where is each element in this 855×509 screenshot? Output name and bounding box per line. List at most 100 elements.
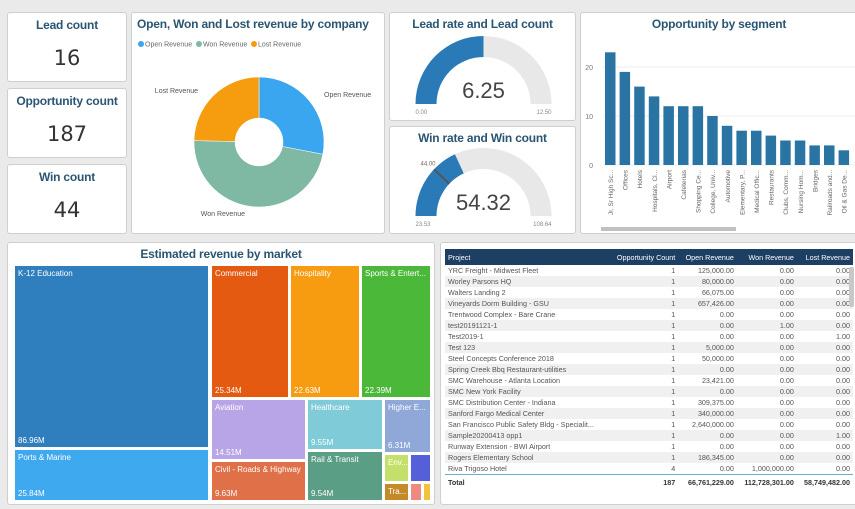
column-header[interactable]: Opportunity Count [608,249,679,265]
table-cell: Test2019-1 [448,332,484,341]
table-cell: 1 [671,332,676,341]
table-scrollbar[interactable] [849,267,854,307]
table-cell: Walters Landing 2 [448,288,506,297]
bar [780,140,791,165]
treemap-tile[interactable]: Hospitality 22.63M [290,265,360,398]
win-count-card[interactable]: Win count 44 [7,164,127,234]
table-row[interactable]: SMC Warehouse - Atlanta Location 1 23,421.… [445,375,853,386]
tile-value: 6.31M [388,441,411,450]
segment-bar-chart: 0 10 20 Jr, Sr High Sc... Offices Hotels Hospi… [585,52,855,231]
treemap-tile[interactable]: K-12 Education 86.96M [14,265,209,448]
bar [751,130,762,165]
table-cell: 0.00 [836,288,850,297]
table-cell: San Francisco Public Safety Bldg - Speci… [448,420,594,429]
x-tick-label: Jr, Sr High Sc... [608,170,615,215]
column-header[interactable]: Project [445,249,609,265]
table-cell: 1.00 [736,320,797,331]
treemap-tile[interactable]: Aviation 14.51M [211,399,306,460]
treemap-panel[interactable]: Estimated revenue by market K-12 Educati… [7,242,435,505]
legend-label: Open Revenue [145,42,192,49]
treemap-tile[interactable]: Tra... [384,483,409,501]
opportunity-count-card[interactable]: Opportunity count 187 [7,88,127,158]
table-row[interactable]: Vineyards Dorm Building - GSU 1 657,426.00… [445,298,853,309]
table-cell: 0.00 [678,320,737,331]
table-row[interactable]: Rogers Elementary School 1 186,345.00 0.00 0… [445,452,853,463]
segment-bar-panel[interactable]: Opportunity by segment 0 10 20 Jr, Sr High … [580,12,855,234]
table-cell: 1 [608,364,679,375]
treemap-tile[interactable]: Civil - Roads & Highway 9.63M [211,461,306,501]
treemap-tile[interactable]: Env... [384,454,409,482]
table-row[interactable]: test20191121-1 1 0.00 1.00 0.00 [445,320,853,331]
gauge-min-label: 0.00 [416,110,428,116]
table-row[interactable]: Trentwood Complex - Bare Crane 1 0.00 0.00 0… [445,309,853,320]
donut-slice [193,76,260,142]
table-cell: 0.00 [796,320,853,331]
win-gauge: 44.00 54.32 23.53 108.64 [415,148,552,228]
table-row[interactable]: Steel Concepts Conference 2018 1 50,000.00… [445,353,853,364]
table-row[interactable]: Spring Creek Bbq Restaurant-utilities 1 0.… [445,364,853,375]
table-cell: 0.00 [678,430,737,441]
table-row[interactable]: Worley Parsons HQ 1 80,000.00 0.00 0.00 [445,276,853,287]
card-value: 16 [53,46,81,70]
horizontal-scrollbar[interactable] [601,227,736,231]
column-header[interactable]: Lost Revenue [796,249,853,265]
table-row[interactable]: YRC Freight - Midwest Fleet 1 125,000.00 0.… [445,265,853,276]
bar [809,145,820,165]
table-row[interactable]: SMC Distribution Center - Indiana 1 309,37… [445,397,853,408]
table-row[interactable]: SMC New York Facility 1 0.00 0.00 0.00 [445,386,853,397]
treemap-tile[interactable]: Ports & Marine 25.84M [14,449,209,501]
gauge-fill [415,154,464,216]
lead-count-card[interactable]: Lead count 16 [7,12,127,82]
column-header[interactable]: Open Revenue [678,249,737,265]
win-gauge-panel[interactable]: Win rate and Win count 44.00 54.32 23.53 10… [389,126,576,234]
treemap-tile[interactable]: Higher E... 6.31M [384,399,431,453]
gauge-target-label: 44.00 [420,161,436,167]
bar [765,135,777,165]
table-cell: 5,000.00 [678,342,737,353]
table-cell: 0.00 [836,310,850,319]
table-cell: 1.00 [836,332,850,341]
table-cell: 0.00 [836,398,850,407]
table-row[interactable]: Sanford Fargo Medical Center 1 340,000.00 0… [445,408,853,419]
x-tick-label: Oil & Gas De... [842,170,849,214]
table-row[interactable]: San Francisco Public Safety Bldg - Speci… [445,419,853,430]
treemap-tile[interactable]: Healthcare 9.55M [307,399,383,450]
bar [794,140,806,165]
table-cell: 0.00 [779,398,794,407]
tile-label: Commercial [215,269,258,278]
treemap-tile[interactable]: Commercial 25.34M [211,265,289,398]
table-cell: 1 [608,386,679,397]
table-cell: SMC New York Facility [445,386,609,397]
table-cell: 0.00 [796,276,853,287]
bar [619,71,631,165]
donut-data-label: Lost Revenue [155,88,198,95]
donut-chart: Open Revenue Won Revenue Lost Revenue Open … [138,41,371,218]
tile-label: Healthcare [311,403,350,412]
table-row[interactable]: Test 123 1 5,000.00 0.00 0.00 [445,342,853,353]
table-cell: 0.00 [779,354,794,363]
table-cell: YRC Freight - Midwest Fleet [448,266,539,275]
lead-gauge-panel[interactable]: Lead rate and Lead count 6.25 0.00 12.50 [389,12,576,121]
x-tick-label: Nursing Hom... [798,170,805,214]
card-value: 187 [46,122,88,146]
total-cell: 66,761,229.00 [678,473,737,490]
table-row[interactable]: Walters Landing 2 1 66,075.00 0.00 0.00 [445,287,853,298]
table-row[interactable]: Runway Extension - BWI Airport 1 0.00 0.00 0… [445,441,853,452]
treemap-tile[interactable]: Rail & Transit 9.54M [307,451,383,501]
tile-label: Sports & Entert... [365,269,426,278]
donut-data-label: Won Revenue [201,211,245,218]
tile-label: Hospitality [294,269,331,278]
treemap-tile[interactable] [410,483,422,501]
table-cell: 0.00 [779,266,794,275]
table-row[interactable]: Test2019-1 1 0.00 0.00 1.00 [445,331,853,342]
column-header[interactable]: Won Revenue [736,249,797,265]
table-row[interactable]: Sample20200413 opp1 1 0.00 0.00 1.00 [445,430,853,441]
treemap-tile[interactable] [423,483,431,501]
revenue-donut-panel[interactable]: Open, Won and Lost revenue by company Op… [131,12,385,234]
treemap-tile[interactable]: Sports & Entert... 22.39M [361,265,431,398]
table-cell: test20191121-1 [445,320,609,331]
total-cell: 187 [608,473,679,490]
table-row[interactable]: Riva Trigoso Hotel 4 0.00 1,000,000.00 0.00 [445,463,853,474]
project-table-panel[interactable]: Project Opportunity Count Open Revenue Won … [440,242,855,505]
treemap-tile[interactable] [410,454,431,482]
